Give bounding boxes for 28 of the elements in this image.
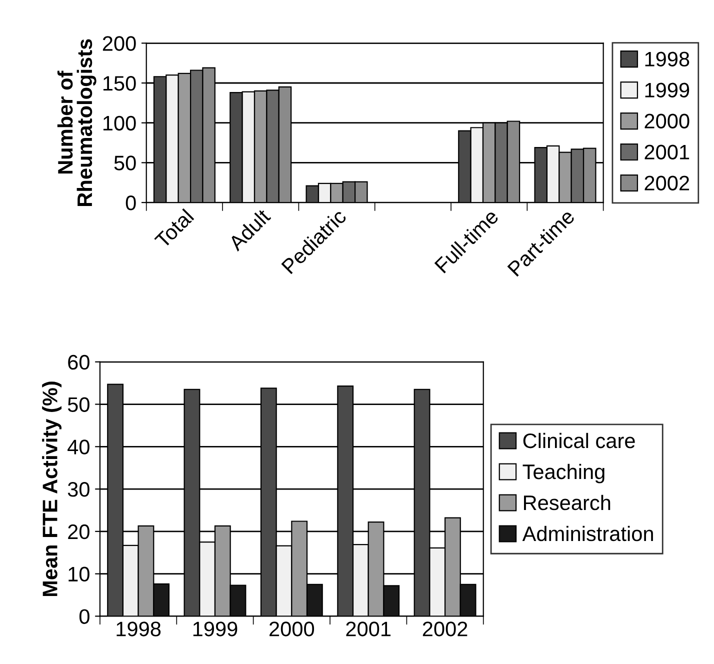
legend-label: Teaching: [522, 464, 604, 484]
y-tick-label: 50: [68, 397, 90, 412]
y-tick-label: 60: [68, 354, 90, 370]
legend-label: Research: [524, 494, 610, 510]
x-tick-label: 2001: [346, 622, 391, 636]
legend-label: 1998: [645, 52, 690, 67]
y-axis-title: Number of Rheumatologists: [57, 39, 96, 206]
legend-label: 2002: [644, 176, 690, 190]
legend-label: 2001: [644, 144, 690, 160]
y-tick-label: 0: [126, 196, 136, 210]
y-tick-label: 20: [68, 524, 90, 540]
y-tick-label: 10: [68, 566, 90, 582]
x-tick-label: 2002: [422, 622, 468, 636]
y-tick-label: 100: [103, 116, 136, 131]
y-tick-label: 0: [79, 609, 90, 624]
y-axis-title: Mean FTE Activity (%): [42, 382, 62, 596]
x-tick-label: 1999: [193, 622, 238, 636]
legend-label: Clinical care: [523, 432, 635, 448]
legend-label: Administration: [522, 526, 653, 542]
y-tick-label: 150: [103, 76, 136, 91]
y-tick-label: 40: [68, 440, 90, 454]
x-tick-label: 1998: [116, 622, 161, 636]
y-tick-label: 50: [114, 156, 136, 170]
y-tick-label: 200: [102, 36, 136, 51]
y-tick-label: 30: [68, 482, 90, 497]
x-tick-label: 2000: [270, 622, 314, 636]
legend-label: 2000: [644, 114, 690, 128]
legend-label: 1999: [645, 82, 690, 98]
